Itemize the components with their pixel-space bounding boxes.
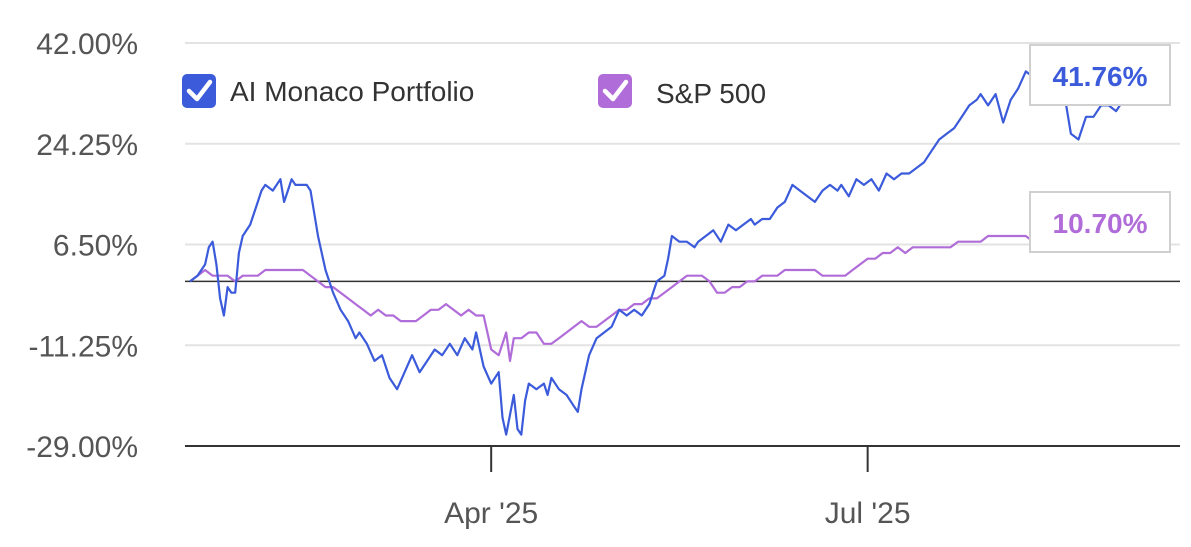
x-axis: Apr '25 Jul '25 <box>444 446 911 530</box>
x-tick-label: Jul '25 <box>825 497 911 530</box>
grid-layer <box>185 42 1180 447</box>
check-icon <box>186 79 213 102</box>
y-tick-label: 42.00% <box>36 28 138 61</box>
end-label-ai-monaco: 41.76% <box>1029 44 1171 106</box>
check-icon <box>602 79 629 102</box>
y-tick-label: 6.50% <box>53 230 138 263</box>
y-tick-label: -11.25% <box>28 330 138 363</box>
end-label-sp500: 10.70% <box>1029 191 1171 253</box>
legend[interactable]: AI Monaco Portfolio S&P 500 <box>182 74 766 109</box>
end-label-box-sp500 <box>1029 191 1171 253</box>
end-label-box-ai-monaco <box>1029 44 1171 106</box>
legend-label-sp500: S&P 500 <box>656 78 766 109</box>
legend-label-ai-monaco: AI Monaco Portfolio <box>230 76 474 107</box>
end-label-text-ai-monaco: 41.76% <box>1053 61 1148 92</box>
end-label-text-sp500: 10.70% <box>1053 208 1148 239</box>
series-line-ai-monaco <box>189 70 1132 436</box>
y-axis-ticks: 42.00% 24.25% 6.50% -11.25% -29.00% <box>26 28 138 464</box>
y-tick-label: 24.25% <box>36 129 138 162</box>
series-line-sp500 <box>189 223 1132 362</box>
y-tick-label: -29.00% <box>26 431 138 464</box>
legend-item-sp500[interactable]: S&P 500 <box>598 74 766 109</box>
series-layer <box>189 70 1132 436</box>
x-tick-label: Apr '25 <box>444 497 538 530</box>
legend-item-ai-monaco[interactable]: AI Monaco Portfolio <box>182 74 474 108</box>
